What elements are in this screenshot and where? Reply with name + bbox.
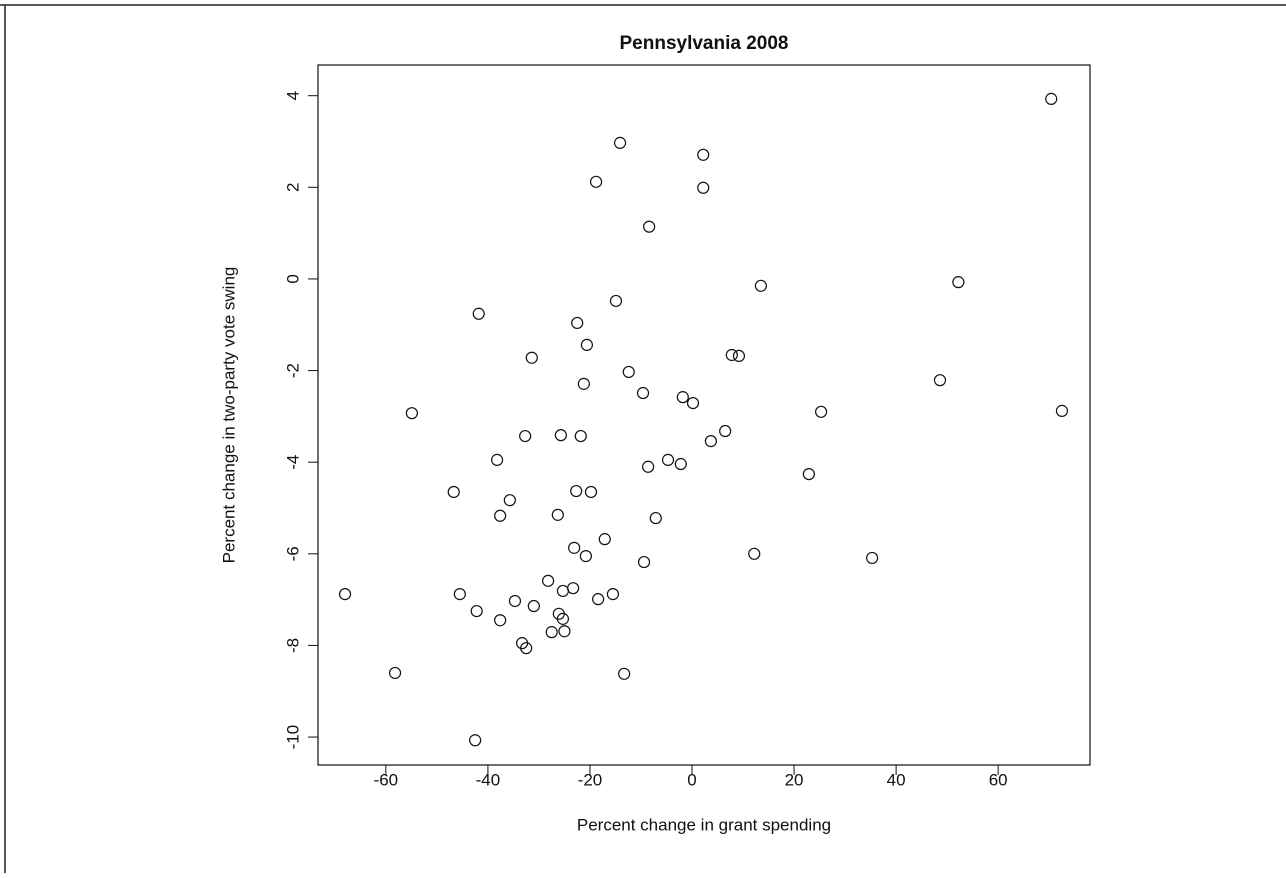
point bbox=[503, 494, 516, 507]
point bbox=[525, 351, 538, 364]
point bbox=[472, 307, 485, 320]
x-tick-label: 20 bbox=[785, 770, 804, 789]
chart-title: Pennsylvania 2008 bbox=[620, 33, 789, 54]
point bbox=[704, 435, 717, 448]
point bbox=[719, 424, 732, 438]
point bbox=[338, 588, 352, 601]
point bbox=[613, 136, 627, 149]
plot-box bbox=[317, 64, 1091, 766]
point bbox=[527, 599, 540, 613]
point bbox=[815, 405, 828, 418]
point bbox=[609, 294, 623, 308]
point bbox=[554, 429, 567, 442]
point bbox=[674, 457, 687, 471]
point bbox=[589, 175, 603, 188]
point bbox=[584, 485, 598, 499]
x-tick-label: 0 bbox=[687, 770, 696, 789]
point bbox=[622, 365, 635, 379]
point bbox=[636, 386, 650, 400]
point bbox=[568, 541, 581, 554]
point bbox=[732, 349, 746, 363]
point bbox=[618, 667, 631, 680]
point bbox=[661, 453, 675, 466]
point bbox=[571, 316, 584, 330]
point bbox=[697, 148, 710, 161]
point bbox=[556, 584, 570, 598]
point bbox=[494, 614, 507, 627]
point bbox=[519, 429, 532, 443]
point bbox=[933, 374, 947, 387]
point bbox=[453, 588, 466, 601]
x-axis-label: Percent change in grant spending bbox=[577, 815, 831, 834]
point bbox=[508, 594, 522, 608]
point bbox=[686, 396, 700, 410]
point bbox=[558, 625, 571, 638]
point bbox=[1055, 404, 1069, 417]
point bbox=[649, 511, 662, 525]
point bbox=[556, 612, 570, 625]
point bbox=[637, 555, 651, 569]
point bbox=[520, 642, 533, 655]
x-tick-label: -60 bbox=[374, 770, 399, 789]
point bbox=[676, 391, 689, 404]
point bbox=[1045, 92, 1058, 106]
point bbox=[580, 338, 593, 352]
point bbox=[754, 279, 767, 292]
point bbox=[592, 593, 605, 606]
point bbox=[551, 508, 564, 521]
point bbox=[748, 547, 761, 560]
point bbox=[494, 509, 507, 522]
x-tick-label: 40 bbox=[887, 770, 906, 789]
y-axis-label: Percent change in two-party vote swing bbox=[219, 267, 238, 564]
x-tick-label: 60 bbox=[989, 770, 1008, 789]
point bbox=[725, 348, 738, 362]
point bbox=[866, 551, 879, 565]
point bbox=[469, 734, 482, 747]
point bbox=[542, 574, 555, 587]
point bbox=[606, 588, 620, 601]
x-tick-label: -40 bbox=[476, 770, 501, 789]
point bbox=[567, 582, 580, 595]
y-tick-label: -6 bbox=[283, 546, 302, 561]
point bbox=[643, 220, 656, 233]
point bbox=[952, 276, 965, 289]
y-tick-label: -4 bbox=[283, 455, 302, 470]
point bbox=[574, 429, 587, 443]
y-tick-label: 0 bbox=[283, 274, 302, 283]
point bbox=[802, 467, 815, 481]
point bbox=[598, 533, 611, 546]
point bbox=[570, 484, 583, 498]
point bbox=[642, 460, 655, 473]
x-tick-label: -20 bbox=[578, 770, 603, 789]
point bbox=[388, 666, 402, 680]
y-tick-label: -2 bbox=[283, 363, 302, 378]
point bbox=[470, 604, 483, 618]
y-tick-label: -10 bbox=[283, 725, 302, 750]
point bbox=[579, 549, 592, 563]
y-tick-label: 2 bbox=[283, 183, 302, 192]
point bbox=[577, 377, 590, 390]
point bbox=[545, 626, 558, 639]
y-tick-label: -8 bbox=[283, 638, 302, 653]
point bbox=[447, 485, 460, 499]
point bbox=[697, 181, 710, 194]
point bbox=[405, 407, 418, 420]
y-tick-label: 4 bbox=[283, 91, 302, 100]
point bbox=[490, 453, 504, 466]
